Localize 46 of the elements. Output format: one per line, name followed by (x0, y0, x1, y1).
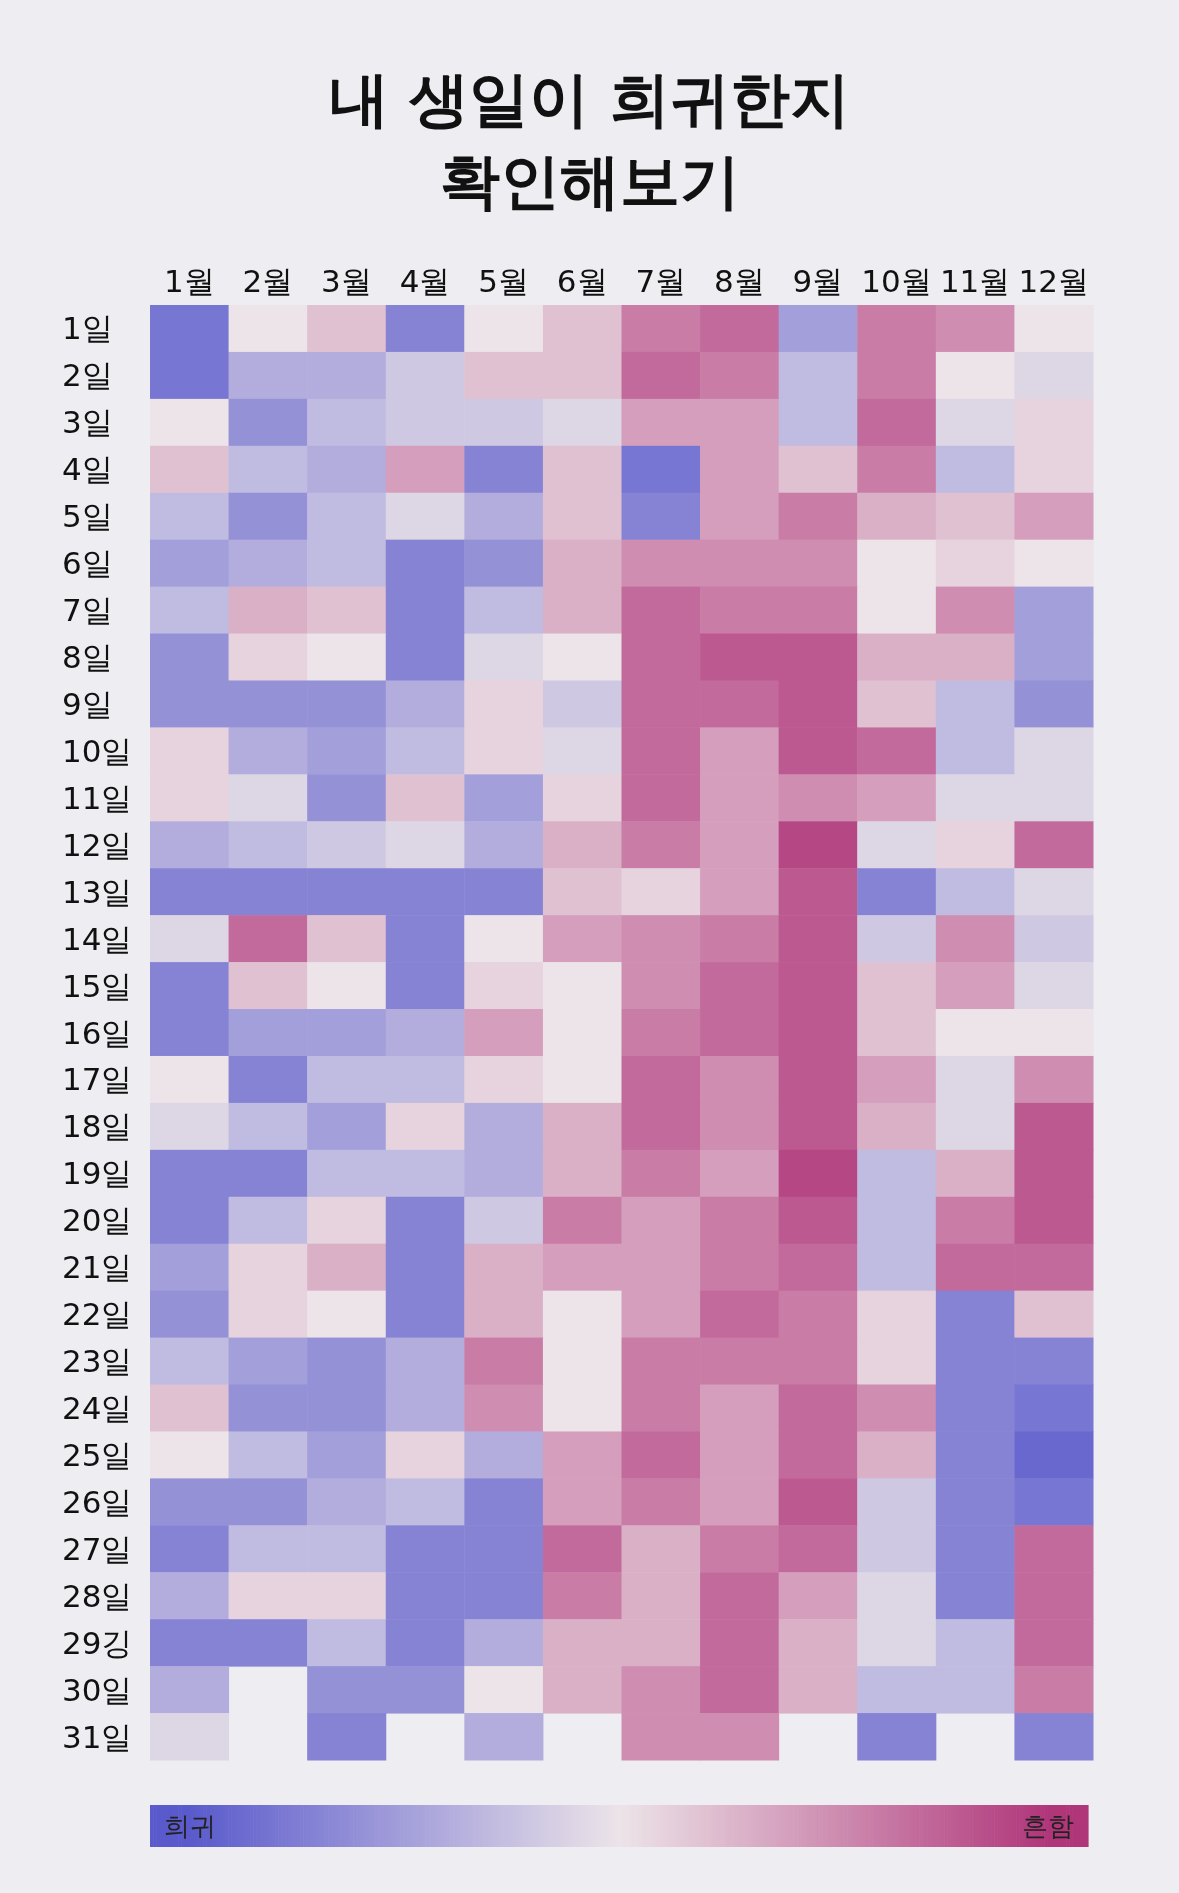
x-tick-label: 5월 (478, 263, 529, 299)
y-tick-label: 29깅 (62, 1624, 133, 1661)
y-tick-label: 9일 (62, 685, 113, 722)
y-tick-label: 7일 (62, 592, 113, 629)
y-tick-label: 1일 (62, 310, 113, 347)
y-tick-label: 10일 (62, 732, 133, 769)
y-tick-label: 12일 (62, 826, 133, 863)
y-tick-label: 6일 (62, 545, 113, 582)
x-tick-label: 11월 (939, 263, 1011, 299)
y-tick-label: 5일 (62, 498, 113, 535)
x-tick-label: 9월 (792, 263, 844, 299)
x-tick-label: 4월 (399, 263, 451, 299)
y-tick-label: 2일 (62, 357, 113, 394)
x-tick-label: 12월 (1018, 263, 1089, 299)
y-tick-label: 22일 (62, 1296, 133, 1333)
y-tick-label: 27일 (62, 1530, 133, 1567)
y-tick-label: 23일 (62, 1343, 133, 1380)
y-tick-label: 11일 (62, 779, 133, 816)
color-bar-label: 흔함 (1022, 1811, 1074, 1841)
y-tick-label: 16일 (62, 1014, 133, 1051)
y-tick-label: 8일 (62, 639, 113, 676)
x-tick-label: 10월 (861, 263, 932, 299)
y-tick-label: 14일 (62, 920, 133, 957)
y-tick-label: 20일 (62, 1202, 133, 1239)
y-tick-label: 19일 (62, 1155, 133, 1192)
y-tick-label: 28일 (62, 1577, 133, 1614)
y-tick-label: 21일 (62, 1249, 133, 1286)
x-tick-label: 7월 (635, 263, 687, 299)
y-tick-label: 18일 (62, 1108, 133, 1145)
y-tick-label: 25일 (62, 1436, 133, 1473)
x-tick-label: 2월 (242, 263, 294, 299)
y-tick-label: 31일 (62, 1718, 133, 1755)
x-tick-label: 1월 (163, 263, 215, 299)
y-tick-label: 4일 (62, 451, 113, 488)
chart-title: 내 생일이 희귀한지 확인해보기 (328, 64, 851, 216)
y-tick-label: 3일 (62, 404, 113, 441)
x-tick-label: 6월 (556, 263, 608, 299)
y-tick-label: 13일 (62, 873, 133, 910)
y-tick-label: 24일 (62, 1389, 133, 1426)
y-tick-label: 15일 (62, 967, 133, 1004)
y-tick-label: 30일 (62, 1671, 133, 1708)
x-tick-label: 8월 (714, 263, 765, 299)
y-tick-label: 26일 (62, 1483, 133, 1520)
color-bar-label: 희귀 (164, 1811, 216, 1841)
x-tick-label: 3월 (321, 263, 372, 299)
y-tick-label: 17일 (62, 1061, 133, 1098)
